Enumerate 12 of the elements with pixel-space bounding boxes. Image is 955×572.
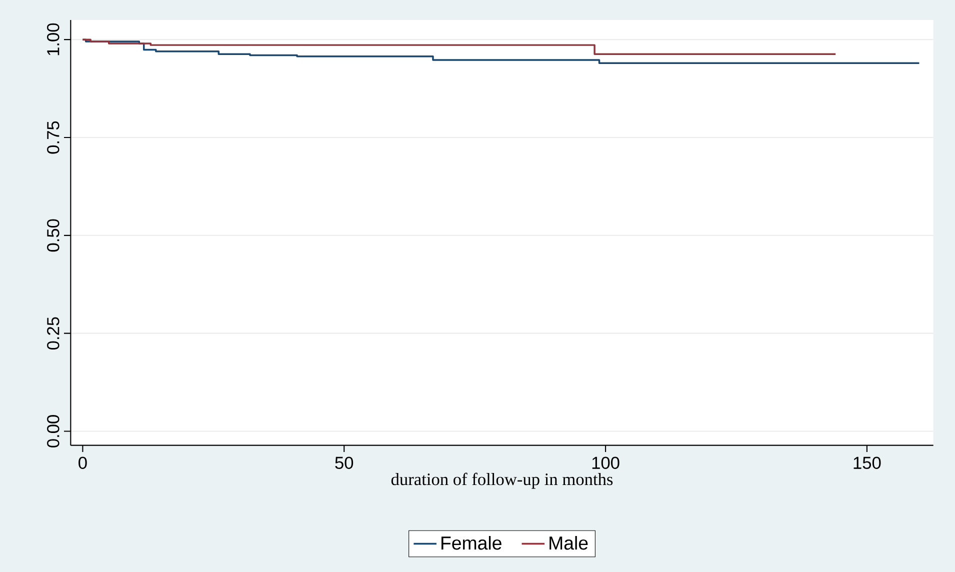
y-tick-label: 0.75 xyxy=(47,121,60,154)
y-tick-label: 1.00 xyxy=(47,23,60,56)
y-tick-label: 0.50 xyxy=(47,219,60,252)
legend-label: Female xyxy=(442,536,502,550)
y-tick-label: 0.25 xyxy=(47,317,60,350)
x-tick-label: 150 xyxy=(854,456,881,469)
y-tick-label: 0.00 xyxy=(47,415,60,448)
x-axis-title: duration of follow-up in months xyxy=(391,472,613,489)
x-tick-label: 50 xyxy=(335,456,354,469)
x-tick-label: 0 xyxy=(78,456,87,469)
legend-label: Male xyxy=(550,536,588,550)
x-tick-label: 100 xyxy=(592,456,620,469)
